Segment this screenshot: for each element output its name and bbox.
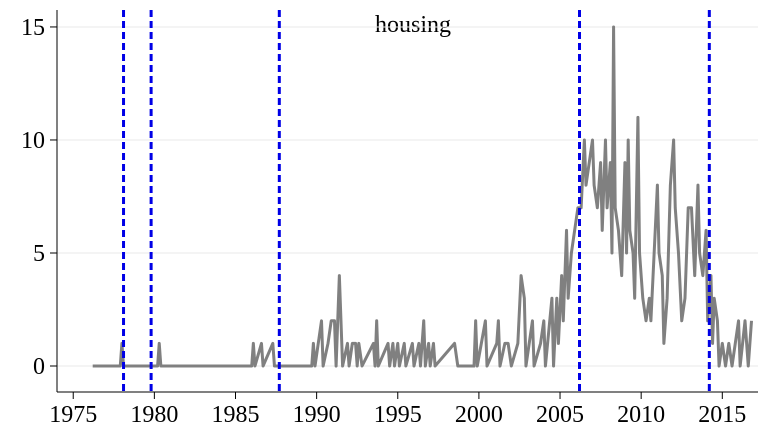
x-tick-label: 1995 bbox=[374, 402, 422, 425]
x-tick-label: 2010 bbox=[617, 402, 665, 425]
data-line bbox=[92, 25, 754, 368]
y-tick-label: 5 bbox=[33, 241, 45, 267]
x-tick-label: 1985 bbox=[211, 402, 259, 425]
chart-title: housing bbox=[375, 12, 451, 38]
x-tick-label: 1975 bbox=[49, 402, 97, 425]
y-tick-label: 15 bbox=[21, 15, 45, 41]
y-tick-label: 10 bbox=[21, 128, 45, 154]
x-tick-label: 1980 bbox=[130, 402, 178, 425]
x-tick-label: 1990 bbox=[293, 402, 341, 425]
y-tick-label: 0 bbox=[33, 354, 45, 380]
x-tick-label: 2005 bbox=[536, 402, 584, 425]
x-tick-label: 2000 bbox=[455, 402, 503, 425]
x-tick-label: 2015 bbox=[698, 402, 746, 425]
